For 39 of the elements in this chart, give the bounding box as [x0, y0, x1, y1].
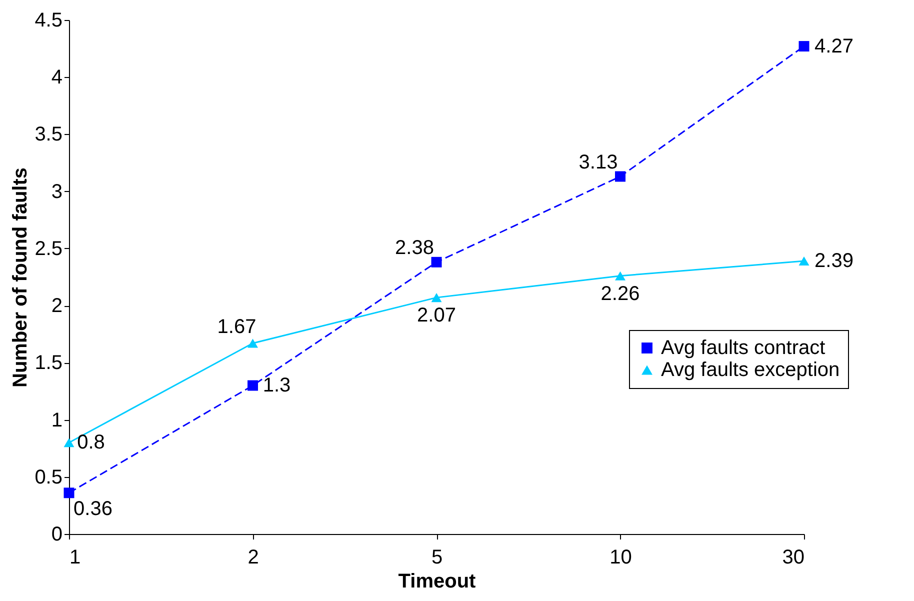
y-tick-label: 2.5	[34, 238, 62, 260]
y-tick-label: 0	[51, 524, 62, 546]
x-tick-label: 2	[248, 546, 259, 568]
x-tick-label: 5	[431, 546, 443, 568]
point	[248, 380, 258, 391]
legend-label: Avg faults contract	[661, 337, 826, 359]
data-label: 1.3	[262, 374, 291, 397]
y-tick-label: 1.5	[34, 352, 62, 374]
point	[248, 338, 258, 348]
y-axis-title: Number of found faults	[10, 168, 32, 388]
point	[615, 271, 626, 280]
data-label: 0.8	[77, 432, 105, 454]
data-label: 1.67	[217, 316, 256, 338]
point	[64, 438, 74, 448]
data-label: 2.26	[600, 282, 640, 305]
data-label: 3.13	[578, 151, 618, 174]
y-tick-label: 3.5	[34, 124, 62, 146]
y-tick-label: 4	[51, 66, 62, 89]
y-tick-label: 2	[51, 295, 62, 318]
x-tick-label: 10	[610, 546, 632, 568]
data-label: 0.36	[74, 498, 112, 520]
point	[431, 293, 442, 302]
data-label: 2.07	[417, 304, 456, 327]
x-tick-label: 1	[70, 546, 81, 568]
point	[798, 41, 810, 52]
point	[798, 256, 810, 266]
y-tick-label: 1	[51, 409, 62, 432]
y-tick-label: 3	[51, 180, 62, 203]
data-label: 2.38	[395, 237, 434, 260]
legend-label: Avg faults exception	[661, 359, 840, 381]
data-label: 4.27	[814, 35, 854, 58]
point	[64, 488, 74, 498]
point	[431, 256, 442, 268]
point	[615, 171, 626, 182]
y-tick-label: 4.5	[34, 10, 62, 32]
data-label: 2.39	[814, 250, 854, 272]
x-axis-title: Timeout	[398, 570, 476, 592]
x-tick-label: 30	[782, 546, 804, 568]
y-tick-label: 0.5	[34, 466, 62, 488]
